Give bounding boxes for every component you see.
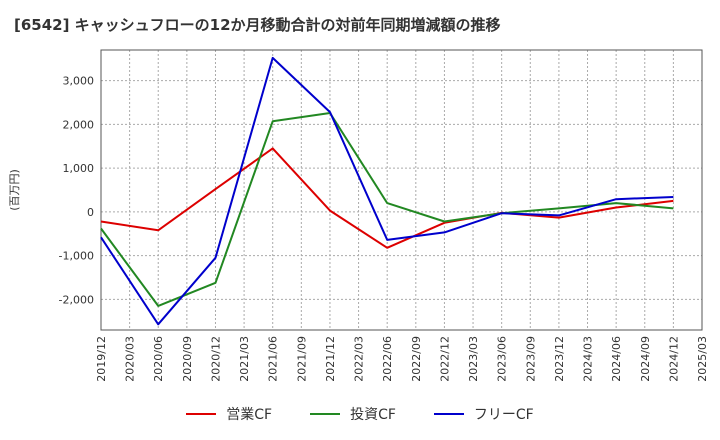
x-tick-label: 2023/03 [467,336,480,382]
x-tick-label: 2020/12 [209,336,222,382]
x-tick-label: 2021/12 [324,336,337,382]
legend-item-operating-cf: 営業CF [186,404,272,424]
y-tick-label: -1,000 [59,250,94,263]
x-tick-labels: 2019/12 2020/03 2020/06 2020/09 2020/12 2021/… [95,336,709,382]
series-line-1 [100,112,674,307]
x-tick-label: 2025/03 [696,336,709,382]
legend-label-free-cf: フリーCF [473,407,534,423]
x-tick-label: 2021/09 [295,336,308,382]
x-tick-label: 2022/09 [410,336,423,382]
x-tick-label: 2020/03 [124,336,137,382]
legend-item-investing-cf: 投資CF [310,404,396,424]
x-tick-label: 2024/03 [582,336,595,382]
legend-swatch-investing-cf [310,413,341,415]
x-tick-label: 2023/09 [524,336,537,382]
y-axis-label: (百万円) [8,169,21,211]
y-tick-labels: -2,000 -1,000 0 1,000 2,000 3,000 [59,75,94,307]
x-tick-label: 2024/09 [639,336,652,382]
x-tick-label: 2020/06 [152,336,165,382]
y-tick-label: 2,000 [63,118,95,131]
series-line-0 [100,147,674,249]
x-tick-label: 2024/12 [667,336,680,382]
plot-frame [100,49,703,331]
legend-label-investing-cf: 投資CF [350,407,396,423]
series-line-2 [100,56,674,326]
legend-swatch-free-cf [433,413,464,415]
y-tick-label: 1,000 [63,162,95,175]
series-lines [100,56,674,326]
x-tick-label: 2021/03 [238,336,251,382]
chart-title: [6542] キャッシュフローの12か月移動合計の対前年同期増減額の推移 [14,16,501,34]
y-tick-label: -2,000 [59,293,94,306]
x-tick-label: 2021/06 [267,336,280,382]
axes [100,49,703,331]
x-tick-label: 2022/12 [438,336,451,382]
x-tick-label: 2019/12 [95,336,108,382]
y-tick-label: 3,000 [63,75,95,88]
x-tick-label: 2023/06 [496,336,509,382]
x-tick-label: 2024/06 [610,336,623,382]
x-tick-label: 2020/09 [181,336,194,382]
x-tick-label: 2023/12 [553,336,566,382]
legend: 営業CF 投資CF フリーCF [0,404,720,424]
x-tick-label: 2022/03 [353,336,366,382]
legend-swatch-operating-cf [186,413,217,415]
grid-lines [101,50,702,330]
legend-item-free-cf: フリーCF [433,404,534,424]
x-tick-label: 2022/06 [381,336,394,382]
legend-label-operating-cf: 営業CF [226,407,273,423]
y-tick-label: 0 [87,206,94,219]
